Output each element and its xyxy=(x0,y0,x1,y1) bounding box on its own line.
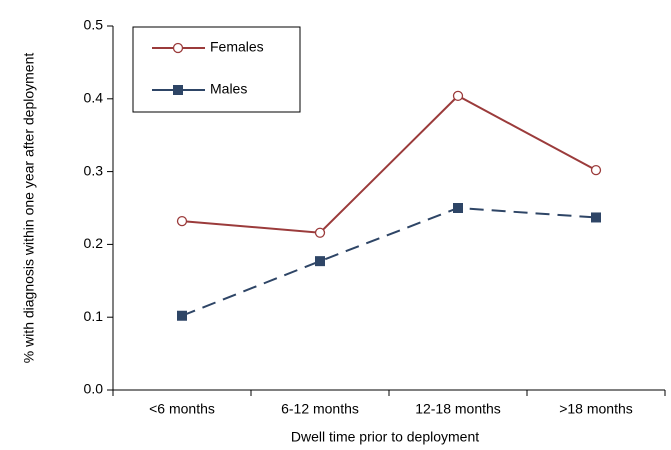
x-axis-label: Dwell time prior to deployment xyxy=(291,429,479,445)
y-tick-label: 0.1 xyxy=(84,308,104,324)
x-tick-label: >18 months xyxy=(559,401,633,417)
y-tick-label: 0.3 xyxy=(84,162,104,178)
y-tick-label: 0.4 xyxy=(84,90,104,106)
legend-label: Females xyxy=(210,39,264,55)
marker xyxy=(314,227,326,238)
x-tick-label: 12-18 months xyxy=(415,401,501,417)
series-line xyxy=(181,94,597,234)
x-tick-label: <6 months xyxy=(149,401,215,417)
y-tick-label: 0.0 xyxy=(84,381,104,397)
marker xyxy=(176,215,188,227)
marker xyxy=(452,90,464,102)
y-axis-label: % with diagnosis within one year after d… xyxy=(21,53,37,364)
marker xyxy=(315,256,325,267)
x-tick-label: 6-12 months xyxy=(281,401,359,417)
marker xyxy=(173,85,183,95)
series-line xyxy=(181,206,597,317)
marker xyxy=(590,164,602,176)
legend-label: Males xyxy=(210,81,247,97)
marker xyxy=(172,42,184,54)
y-tick-label: 0.5 xyxy=(84,17,104,33)
marker xyxy=(177,310,187,321)
marker xyxy=(591,212,601,223)
legend-box xyxy=(132,26,301,113)
marker xyxy=(453,203,463,213)
y-tick-label: 0.2 xyxy=(84,235,104,251)
